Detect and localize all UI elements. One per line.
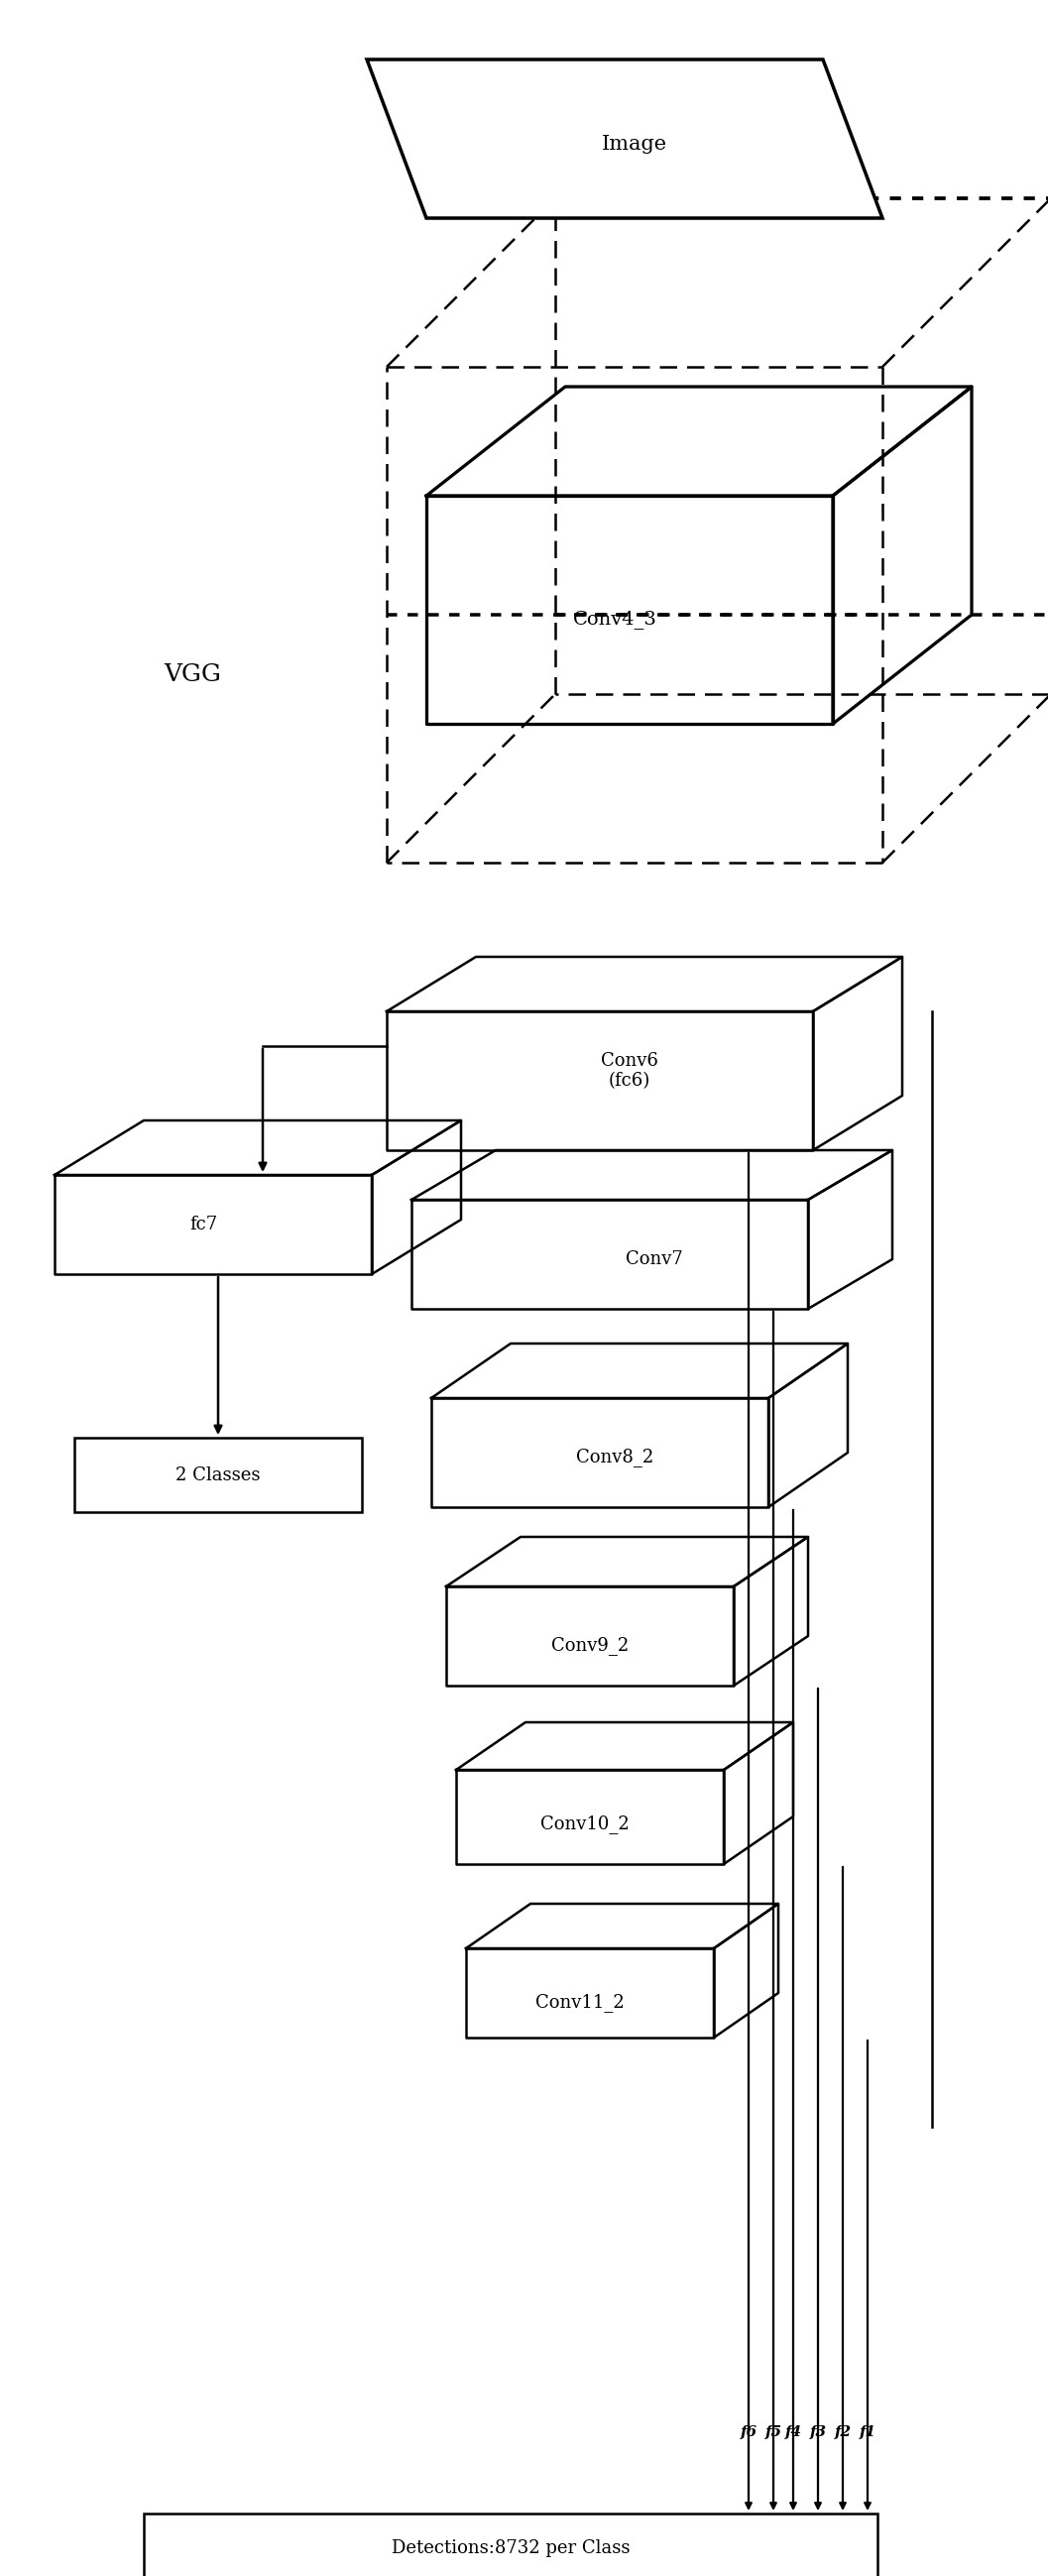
Polygon shape — [412, 1149, 892, 1200]
Text: f5: f5 — [765, 2424, 782, 2439]
Polygon shape — [387, 1012, 813, 1149]
Text: f1: f1 — [859, 2424, 876, 2439]
Polygon shape — [466, 1947, 714, 2038]
Polygon shape — [427, 495, 833, 724]
Text: Conv10_2: Conv10_2 — [541, 1816, 630, 1834]
Polygon shape — [724, 1723, 793, 1865]
Text: f3: f3 — [809, 2424, 827, 2439]
Text: VGG: VGG — [163, 662, 221, 685]
Text: Image: Image — [602, 134, 668, 152]
Polygon shape — [367, 59, 882, 219]
Polygon shape — [412, 1200, 808, 1309]
Polygon shape — [466, 1904, 779, 1947]
Bar — [144, 2514, 877, 2576]
Text: fc7: fc7 — [190, 1216, 217, 1234]
Polygon shape — [833, 386, 971, 724]
Bar — [74, 1437, 362, 1512]
Polygon shape — [456, 1723, 793, 1770]
Text: Conv9_2: Conv9_2 — [551, 1636, 629, 1656]
Text: f2: f2 — [834, 2424, 851, 2439]
Text: Conv4_3: Conv4_3 — [572, 611, 657, 629]
Text: Conv7: Conv7 — [626, 1249, 683, 1267]
Text: f4: f4 — [785, 2424, 802, 2439]
Polygon shape — [54, 1121, 461, 1175]
Polygon shape — [432, 1399, 768, 1507]
Polygon shape — [813, 956, 902, 1149]
Polygon shape — [372, 1121, 461, 1275]
Polygon shape — [432, 1345, 848, 1399]
Polygon shape — [446, 1538, 808, 1587]
Text: f6: f6 — [740, 2424, 757, 2439]
Polygon shape — [768, 1345, 848, 1507]
Polygon shape — [456, 1770, 724, 1865]
Polygon shape — [387, 956, 902, 1012]
Text: Conv6
(fc6): Conv6 (fc6) — [601, 1051, 658, 1090]
Polygon shape — [446, 1587, 734, 1685]
Text: Conv11_2: Conv11_2 — [536, 1994, 625, 2012]
Polygon shape — [734, 1538, 808, 1685]
Text: 2 Classes: 2 Classes — [176, 1466, 261, 1484]
Polygon shape — [54, 1175, 372, 1275]
Polygon shape — [427, 386, 971, 495]
Polygon shape — [714, 1904, 779, 2038]
Text: Detections:8732 per Class: Detections:8732 per Class — [391, 2540, 630, 2558]
Text: Conv8_2: Conv8_2 — [576, 1448, 654, 1466]
Polygon shape — [808, 1149, 892, 1309]
